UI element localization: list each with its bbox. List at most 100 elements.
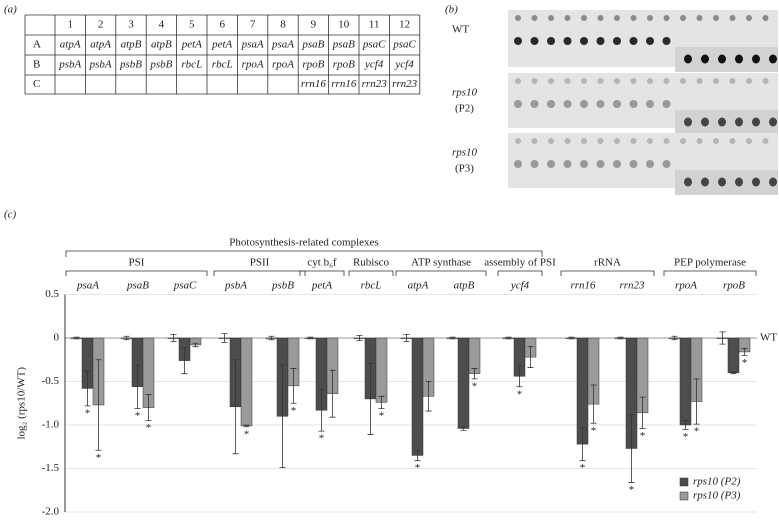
- significance-marker: *: [291, 405, 297, 417]
- y-tick-label: -1.5: [42, 462, 60, 474]
- blot-spot: [613, 100, 621, 108]
- blot-spot: [614, 138, 620, 144]
- error-bar: [192, 342, 199, 348]
- y-tick-label: -2.0: [42, 506, 60, 518]
- error-bar: [378, 395, 385, 409]
- table-cell: C: [33, 78, 40, 90]
- error-bar: [617, 336, 624, 340]
- table: 1 2 3 4 5 6 7 8 9 10 11 12A atpA atpA atpB atpB petA petA…: [24, 14, 421, 95]
- blot-spot: [597, 138, 604, 144]
- table-header: 8: [280, 19, 286, 31]
- blot-spot: [548, 138, 554, 144]
- table-header: 11: [369, 19, 380, 31]
- blot-spot: [752, 117, 760, 127]
- blot-spot: [729, 138, 736, 144]
- panel-label: (a): [4, 4, 17, 16]
- blot-spot: [696, 78, 703, 84]
- blot-spot: [597, 78, 604, 84]
- table-cell: psbB: [149, 59, 172, 71]
- blot-spot: [580, 37, 588, 45]
- blot-spot: [597, 15, 604, 21]
- significance-marker: *: [244, 428, 250, 440]
- group-bracket: [299, 270, 345, 276]
- table-header: 1: [67, 19, 73, 31]
- bar: [457, 337, 470, 429]
- table-cell: rrn16: [301, 78, 327, 90]
- blot-spot: [713, 138, 719, 144]
- x-tick-label: rpoB: [723, 280, 745, 292]
- x-tick-label: ycf4: [510, 280, 530, 292]
- table-cell: ycf4: [394, 59, 414, 71]
- blot-spot: [713, 15, 719, 21]
- blot-spot: [735, 177, 743, 187]
- blot-spot: [647, 138, 653, 144]
- error-bar: [123, 335, 130, 341]
- super-label: Photosynthesis-related complexes: [229, 237, 378, 249]
- blot-spot: [596, 100, 605, 108]
- error-bar: [318, 388, 325, 432]
- blot-spot: [630, 138, 637, 144]
- blot-spot: [564, 78, 571, 84]
- bar: [375, 337, 388, 403]
- x-tick-label: psaB: [126, 280, 149, 292]
- blot-spot: [735, 117, 743, 127]
- blot-spot: [613, 37, 621, 45]
- error-bar: [181, 347, 188, 375]
- legend-label: rps10 (P2): [693, 476, 741, 488]
- blot-spot: [514, 160, 522, 168]
- significance-marker: *: [591, 425, 597, 437]
- group-bracket: [497, 270, 543, 276]
- blot-spot: [596, 160, 605, 168]
- error-bar: [471, 368, 478, 380]
- table-cell: psbB: [119, 59, 142, 71]
- blot-label: WT: [452, 24, 469, 36]
- series-label: WT: [760, 332, 777, 344]
- significance-marker: *: [517, 388, 523, 400]
- y-tick-label: 0.5: [45, 288, 59, 300]
- blot-label: rps10: [452, 87, 478, 99]
- blot-spot: [663, 15, 670, 21]
- group-label: PSI: [129, 257, 145, 269]
- blot-spot: [647, 15, 653, 21]
- blot-spot: [701, 54, 709, 64]
- error-bar: [460, 426, 467, 431]
- error-bar: [232, 359, 239, 455]
- x-tick-label: psaA: [76, 280, 99, 292]
- error-bar: [719, 331, 726, 345]
- blot-spot: [563, 37, 572, 45]
- error-bar: [170, 334, 177, 342]
- group-label: rRNA: [594, 257, 621, 269]
- blot-sublabel: (P3): [455, 163, 474, 175]
- x-tick-label: atpA: [408, 280, 429, 292]
- table-cell: rrn23: [362, 78, 388, 90]
- blot-spot: [662, 37, 671, 45]
- blot-spot: [530, 160, 539, 168]
- significance-marker: *: [580, 462, 586, 474]
- blot-spot: [684, 117, 692, 127]
- table-cell: ycf4: [364, 59, 384, 71]
- significance-marker: *: [319, 433, 325, 445]
- blot-spot: [629, 160, 638, 168]
- group-bracket: [348, 270, 394, 276]
- blot-spot: [662, 160, 671, 168]
- table-cell: rpoA: [272, 59, 294, 71]
- blot-spot: [663, 78, 670, 84]
- blot-spot: [684, 177, 692, 187]
- blot-spot: [762, 15, 769, 21]
- blot-spot: [548, 15, 554, 21]
- blot-spot: [701, 117, 709, 127]
- legend-label: rps10 (P3): [693, 490, 741, 502]
- table-header: 4: [159, 19, 165, 31]
- blot-spot: [547, 37, 555, 45]
- table-cell: rpoA: [242, 59, 264, 71]
- x-tick-label: psbB: [271, 280, 294, 292]
- blot-spot: [548, 78, 554, 84]
- table-header: 10: [338, 19, 350, 31]
- blot-spot: [614, 78, 620, 84]
- x-tick-label: petA: [311, 280, 332, 292]
- table-cell: rpoB: [302, 59, 324, 71]
- table-cell: psbA: [58, 59, 81, 71]
- table-cell: psaA: [241, 39, 264, 51]
- blot-spot: [581, 78, 587, 84]
- blot-spot: [680, 15, 686, 21]
